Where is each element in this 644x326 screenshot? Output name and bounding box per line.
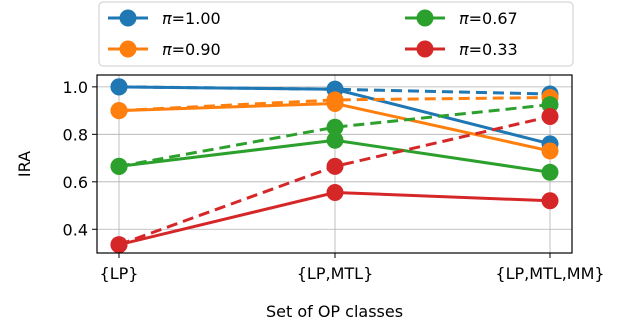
legend-label: π=0.90 — [162, 40, 221, 59]
series-layer — [110, 78, 559, 254]
legend-marker — [416, 9, 434, 27]
data-point-dashed — [326, 157, 344, 175]
legend-box — [98, 1, 574, 67]
x-tick-label: {LP,MTL} — [297, 264, 374, 283]
axes: 0.4 0.6 0.8 1.0 {LP} {LP,MTL} {LP,MTL,MM} — [63, 78, 605, 283]
legend: π=1.00 π=0.90 π=0.67 π=0.33 — [98, 1, 574, 67]
series-dashed-line — [118, 103, 551, 168]
data-point — [541, 163, 559, 181]
data-point — [326, 183, 344, 201]
x-tick-label: {LP} — [100, 264, 139, 283]
data-point-dashed — [326, 118, 344, 136]
legend-marker — [119, 9, 137, 27]
y-tick-label: 1.0 — [63, 78, 88, 97]
legend-marker — [119, 40, 137, 58]
y-axis-label: IRA — [15, 151, 34, 177]
data-point-dashed — [541, 108, 559, 126]
data-point — [110, 157, 128, 175]
series-group — [110, 89, 559, 160]
data-point — [326, 94, 344, 112]
legend-label: π=1.00 — [162, 9, 221, 28]
data-point — [326, 131, 344, 149]
data-point — [110, 78, 128, 96]
legend-label: π=0.67 — [459, 9, 518, 28]
x-tick-label: {LP,MTL,MM} — [495, 264, 604, 283]
data-point — [541, 192, 559, 210]
y-tick-label: 0.6 — [63, 173, 88, 192]
data-point — [110, 236, 128, 254]
legend-label: π=0.33 — [459, 40, 518, 59]
data-point — [541, 142, 559, 160]
y-tick-label: 0.8 — [63, 125, 88, 144]
legend-marker — [416, 40, 434, 58]
data-point — [110, 102, 128, 120]
data-point-dashed — [541, 96, 559, 114]
series-group — [110, 108, 559, 254]
series-group — [110, 96, 559, 181]
x-axis-label: Set of OP classes — [266, 302, 403, 321]
y-tick-label: 0.4 — [63, 220, 88, 239]
